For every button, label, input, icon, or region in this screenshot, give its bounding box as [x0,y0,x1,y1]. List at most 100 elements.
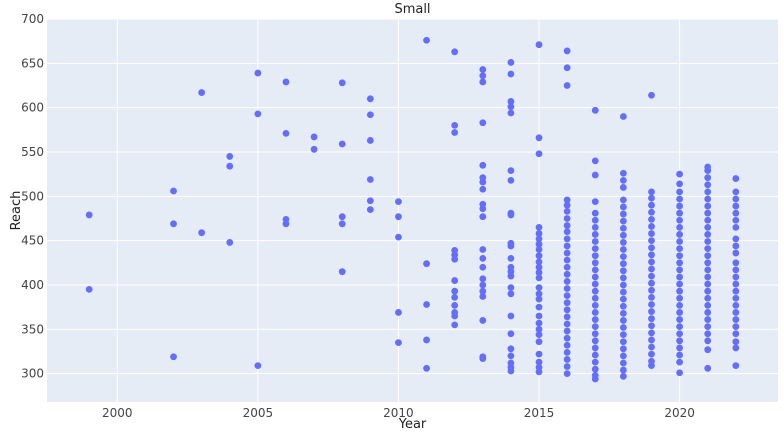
data-point[interactable] [619,196,627,204]
data-point[interactable] [648,230,655,237]
data-point[interactable] [591,280,599,288]
data-point[interactable] [704,273,712,281]
data-point[interactable] [619,338,627,346]
data-point[interactable] [366,95,374,103]
data-point[interactable] [282,129,290,137]
data-point[interactable] [535,240,543,248]
data-point[interactable] [704,294,712,302]
data-point[interactable] [676,259,683,267]
data-point[interactable] [479,317,487,324]
data-point[interactable] [648,315,655,323]
data-point[interactable] [451,312,459,320]
data-point[interactable] [732,195,740,203]
data-point[interactable] [704,287,712,295]
data-point[interactable] [423,364,430,372]
data-point[interactable] [591,301,599,309]
data-point[interactable] [676,245,683,253]
data-point[interactable] [507,352,515,360]
data-point[interactable] [563,270,571,278]
data-point[interactable] [479,287,487,295]
data-point[interactable] [591,157,599,165]
data-point[interactable] [704,346,712,354]
data-point[interactable] [338,268,346,276]
data-point[interactable] [507,59,515,66]
data-point[interactable] [479,213,487,221]
data-point[interactable] [282,78,290,86]
data-point[interactable] [619,260,627,268]
data-point[interactable] [479,205,487,213]
data-point[interactable] [648,329,655,337]
data-point[interactable] [676,351,683,359]
data-point[interactable] [591,252,599,260]
data-point[interactable] [563,292,571,300]
data-point[interactable] [423,336,430,344]
data-point[interactable] [366,111,374,119]
data-point[interactable] [563,256,571,264]
data-point[interactable] [479,281,487,289]
data-point[interactable] [451,121,459,129]
data-point[interactable] [676,216,683,224]
data-point[interactable] [676,369,683,377]
data-point[interactable] [198,89,206,96]
data-point[interactable] [563,235,571,243]
data-point[interactable] [226,239,234,246]
data-point[interactable] [591,330,599,338]
data-point[interactable] [648,308,655,315]
data-point[interactable] [226,153,234,160]
data-point[interactable] [704,364,712,372]
data-point[interactable] [479,254,487,262]
data-point[interactable] [591,365,599,373]
data-point[interactable] [648,194,655,202]
data-point[interactable] [563,363,571,370]
data-point[interactable] [676,358,683,366]
data-point[interactable] [479,185,487,193]
data-point[interactable] [648,258,655,266]
data-point[interactable] [704,195,712,203]
data-point[interactable] [732,216,740,224]
data-point[interactable] [479,246,487,253]
data-point[interactable] [535,269,543,276]
data-point[interactable] [563,348,571,356]
data-point[interactable] [619,281,627,289]
data-point[interactable] [648,362,655,370]
data-point[interactable] [648,293,655,301]
data-point[interactable] [451,48,459,56]
data-point[interactable] [619,359,627,367]
data-point[interactable] [648,265,655,273]
data-point[interactable] [338,213,346,221]
data-point[interactable] [507,109,515,117]
data-point[interactable] [507,103,515,111]
data-point[interactable] [535,368,543,376]
data-point[interactable] [676,266,683,274]
data-point[interactable] [704,337,712,345]
data-point[interactable] [479,66,487,73]
data-point[interactable] [563,327,571,335]
data-point[interactable] [507,312,515,320]
data-point[interactable] [591,266,599,274]
data-point[interactable] [704,209,712,217]
data-point[interactable] [648,91,655,99]
data-point[interactable] [676,316,683,323]
data-point[interactable] [676,294,683,302]
data-point[interactable] [507,176,515,184]
data-point[interactable] [619,267,627,275]
data-point[interactable] [648,201,655,209]
data-point[interactable] [226,162,234,170]
data-point[interactable] [423,36,430,44]
data-point[interactable] [507,330,515,338]
data-point[interactable] [170,187,177,195]
data-point[interactable] [479,355,487,362]
data-point[interactable] [535,263,543,271]
data-point[interactable] [676,223,683,231]
data-point[interactable] [732,202,740,210]
data-point[interactable] [535,325,543,333]
data-point[interactable] [563,207,571,215]
data-point[interactable] [563,320,571,328]
data-point[interactable] [563,370,571,378]
data-point[interactable] [704,245,712,253]
data-point[interactable] [619,324,627,331]
data-point[interactable] [591,171,599,179]
data-point[interactable] [648,215,655,223]
data-point[interactable] [648,286,655,294]
data-point[interactable] [732,323,740,331]
